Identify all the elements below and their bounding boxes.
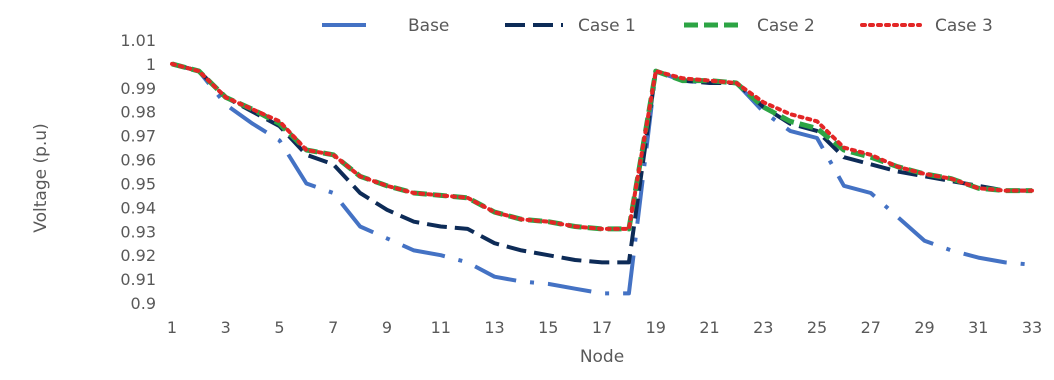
x-tick-label: 15 xyxy=(538,318,558,337)
y-tick-label: 1.01 xyxy=(120,31,156,50)
y-tick-label: 0.98 xyxy=(120,103,156,122)
series-line-case-3 xyxy=(170,61,1034,231)
y-tick-label: 0.99 xyxy=(120,79,156,98)
x-tick-label: 21 xyxy=(699,318,719,337)
x-tick-label: 1 xyxy=(167,318,177,337)
x-tick-label: 29 xyxy=(914,318,934,337)
series-line-case-1 xyxy=(171,61,1032,265)
legend: Base Case 1 Case 2 Case 3 xyxy=(322,16,993,36)
y-tick-label: 0.9 xyxy=(131,294,156,313)
x-tick-label: 17 xyxy=(592,318,612,337)
x-tick-label: 11 xyxy=(431,318,451,337)
y-tick-label: 0.91 xyxy=(120,270,156,289)
legend-label: Case 3 xyxy=(935,16,993,36)
y-tick-label: 1 xyxy=(146,55,156,74)
y-tick-label: 0.95 xyxy=(120,174,156,193)
series-line-base xyxy=(171,61,1033,296)
y-tick-label: 0.94 xyxy=(120,198,156,217)
y-tick-label: 0.97 xyxy=(120,127,156,146)
x-tick-label: 13 xyxy=(484,318,504,337)
x-tick-label: 27 xyxy=(861,318,881,337)
y-tick-label: 0.93 xyxy=(120,222,156,241)
y-axis-title: Voltage (p.u) xyxy=(31,123,51,232)
x-tick-label: 5 xyxy=(274,318,284,337)
legend-label: Base xyxy=(408,16,449,36)
legend-label: Case 1 xyxy=(578,16,636,36)
series-lines xyxy=(170,61,1034,296)
x-tick-label: 19 xyxy=(646,318,666,337)
x-tick-label: 33 xyxy=(1022,318,1042,337)
y-tick-label: 0.96 xyxy=(120,151,156,170)
x-tick-label: 7 xyxy=(328,318,338,337)
legend-label: Case 2 xyxy=(757,16,815,36)
x-tick-label: 9 xyxy=(382,318,392,337)
x-tick-label: 25 xyxy=(807,318,827,337)
x-tick-label: 23 xyxy=(753,318,773,337)
x-tick-label: 3 xyxy=(221,318,231,337)
x-axis-ticks: 1 3 5 7 9 11 13 15 17 19 21 23 25 27 29 31 33 xyxy=(167,318,1042,337)
x-tick-label: 31 xyxy=(968,318,988,337)
x-axis-title: Node xyxy=(580,347,624,367)
y-tick-label: 0.92 xyxy=(120,246,156,265)
y-axis-ticks: 0.9 0.91 0.92 0.93 0.94 0.95 0.96 0.97 0.98 0.99 1… xyxy=(120,31,156,313)
